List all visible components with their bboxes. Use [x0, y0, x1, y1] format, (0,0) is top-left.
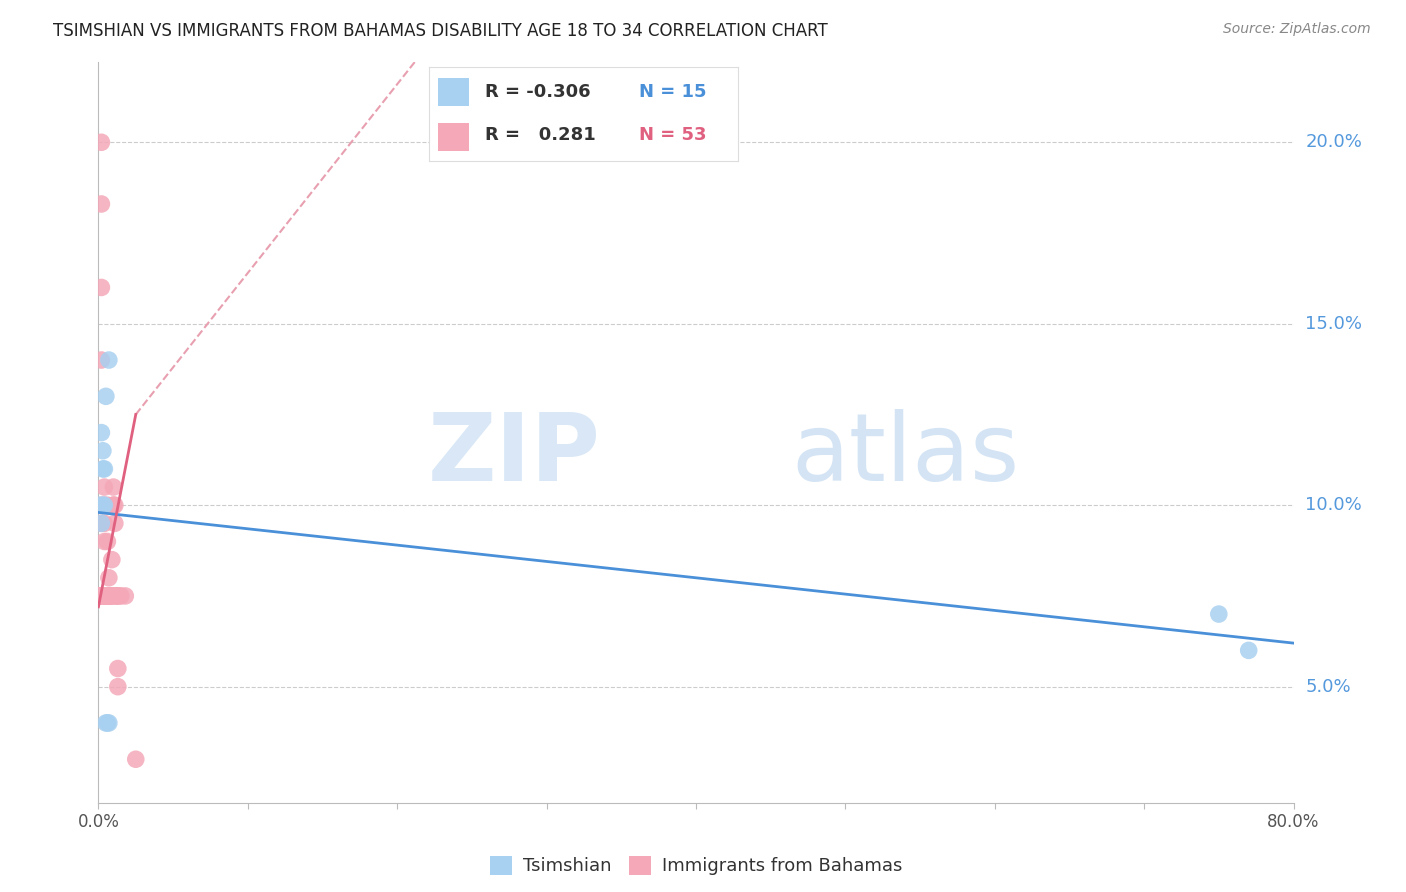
- Text: N = 15: N = 15: [640, 83, 707, 101]
- Point: [90, 516, 112, 531]
- Point: [93, 516, 115, 531]
- Point: [125, 752, 148, 766]
- FancyBboxPatch shape: [439, 123, 470, 152]
- Point: [105, 589, 128, 603]
- Point: [90, 498, 112, 512]
- Point: [91, 443, 114, 458]
- Point: [96, 534, 118, 549]
- Point: [89, 589, 111, 603]
- Text: TSIMSHIAN VS IMMIGRANTS FROM BAHAMAS DISABILITY AGE 18 TO 34 CORRELATION CHART: TSIMSHIAN VS IMMIGRANTS FROM BAHAMAS DIS…: [53, 22, 828, 40]
- Point: [97, 353, 120, 368]
- Text: R = -0.306: R = -0.306: [485, 83, 591, 101]
- Point: [89, 589, 111, 603]
- Point: [91, 589, 114, 603]
- Point: [91, 462, 114, 476]
- Text: R =   0.281: R = 0.281: [485, 127, 595, 145]
- Point: [98, 589, 122, 603]
- Point: [103, 480, 125, 494]
- Point: [94, 715, 117, 730]
- Point: [108, 589, 131, 603]
- Point: [104, 498, 127, 512]
- Point: [94, 589, 117, 603]
- FancyBboxPatch shape: [439, 78, 470, 106]
- Point: [90, 425, 112, 440]
- Point: [90, 197, 112, 211]
- Point: [101, 589, 124, 603]
- Point: [93, 498, 115, 512]
- Point: [96, 715, 118, 730]
- Point: [98, 589, 122, 603]
- Legend: Tsimshian, Immigrants from Bahamas: Tsimshian, Immigrants from Bahamas: [482, 849, 910, 882]
- Text: ZIP: ZIP: [427, 409, 600, 500]
- Point: [105, 589, 128, 603]
- Point: [1237, 643, 1260, 657]
- Point: [93, 462, 115, 476]
- Point: [90, 136, 112, 150]
- Point: [104, 516, 127, 531]
- Text: 20.0%: 20.0%: [1306, 133, 1362, 152]
- Point: [103, 498, 125, 512]
- Point: [89, 589, 111, 603]
- Point: [105, 589, 128, 603]
- Point: [89, 589, 111, 603]
- Point: [90, 280, 112, 294]
- Point: [91, 498, 114, 512]
- Point: [103, 498, 125, 512]
- Point: [94, 589, 117, 603]
- Text: 10.0%: 10.0%: [1306, 496, 1362, 514]
- Point: [93, 534, 115, 549]
- Text: Source: ZipAtlas.com: Source: ZipAtlas.com: [1223, 22, 1371, 37]
- Point: [96, 498, 118, 512]
- Point: [89, 589, 111, 603]
- Point: [94, 589, 117, 603]
- Point: [90, 353, 112, 368]
- Point: [91, 589, 114, 603]
- Point: [107, 680, 129, 694]
- Point: [89, 589, 111, 603]
- Point: [89, 589, 111, 603]
- Point: [98, 589, 122, 603]
- Point: [89, 498, 111, 512]
- Point: [97, 589, 120, 603]
- Text: N = 53: N = 53: [640, 127, 707, 145]
- Point: [101, 552, 124, 566]
- Point: [97, 715, 120, 730]
- Point: [93, 480, 115, 494]
- Text: 15.0%: 15.0%: [1306, 315, 1362, 333]
- Point: [107, 661, 129, 675]
- Text: 5.0%: 5.0%: [1306, 678, 1351, 696]
- Point: [91, 589, 114, 603]
- Point: [94, 589, 117, 603]
- Text: atlas: atlas: [792, 409, 1019, 500]
- Point: [90, 516, 112, 531]
- Point: [94, 389, 117, 403]
- Point: [97, 589, 120, 603]
- Point: [93, 498, 115, 512]
- Point: [89, 589, 111, 603]
- Point: [1208, 607, 1230, 621]
- Point: [97, 589, 120, 603]
- Point: [114, 589, 136, 603]
- Point: [94, 589, 117, 603]
- Point: [101, 589, 124, 603]
- Point: [97, 571, 120, 585]
- Point: [91, 589, 114, 603]
- Point: [110, 589, 132, 603]
